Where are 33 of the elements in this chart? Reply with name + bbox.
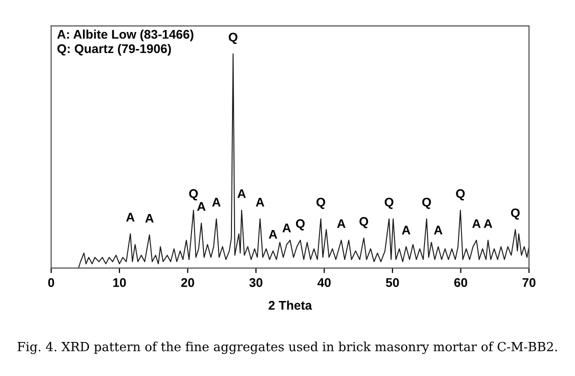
x-tick-label: 60 [454,278,468,287]
annotation: Q [296,219,305,230]
x-tick-label: 50 [386,278,399,287]
annotation: Q [511,208,520,220]
x-tick-label: 0 [48,278,54,287]
annotation: A [434,226,442,234]
annotation: A [402,226,410,234]
annotation: A [126,212,135,222]
annotation: A [484,219,492,228]
annotation: A [337,219,346,228]
x-tick-label: 20 [181,278,194,287]
annotation: Q [422,198,431,209]
annotation: Q [384,198,394,209]
x-tick-label: 10 [113,278,126,287]
x-tick-label: 70 [522,278,536,287]
annotation: Q [228,32,238,44]
annotation: A [145,214,154,223]
annotation: Q [456,189,465,200]
annotation: Q [359,217,368,228]
annotation: A: Albite Low (83-1466) Q: Quartz (79-1906) [57,30,194,56]
annotation: A [197,202,206,211]
x-tick-label: 30 [249,278,262,288]
annotation: A [268,230,278,239]
x-tick-label: 40 [317,278,331,287]
annotation: A [472,219,481,228]
annotation: A [212,198,221,206]
x-axis-title: 2 Theta [268,300,312,310]
annotation: Q [189,189,198,200]
annotation: A [256,198,264,206]
annotation: A [237,189,246,198]
caption: Fig. 4. XRD pattern of the fine aggregates used in brick masonry mortar of C-M-BB2. [18,342,557,354]
annotation: Q [316,198,326,209]
annotation: A [282,224,291,232]
